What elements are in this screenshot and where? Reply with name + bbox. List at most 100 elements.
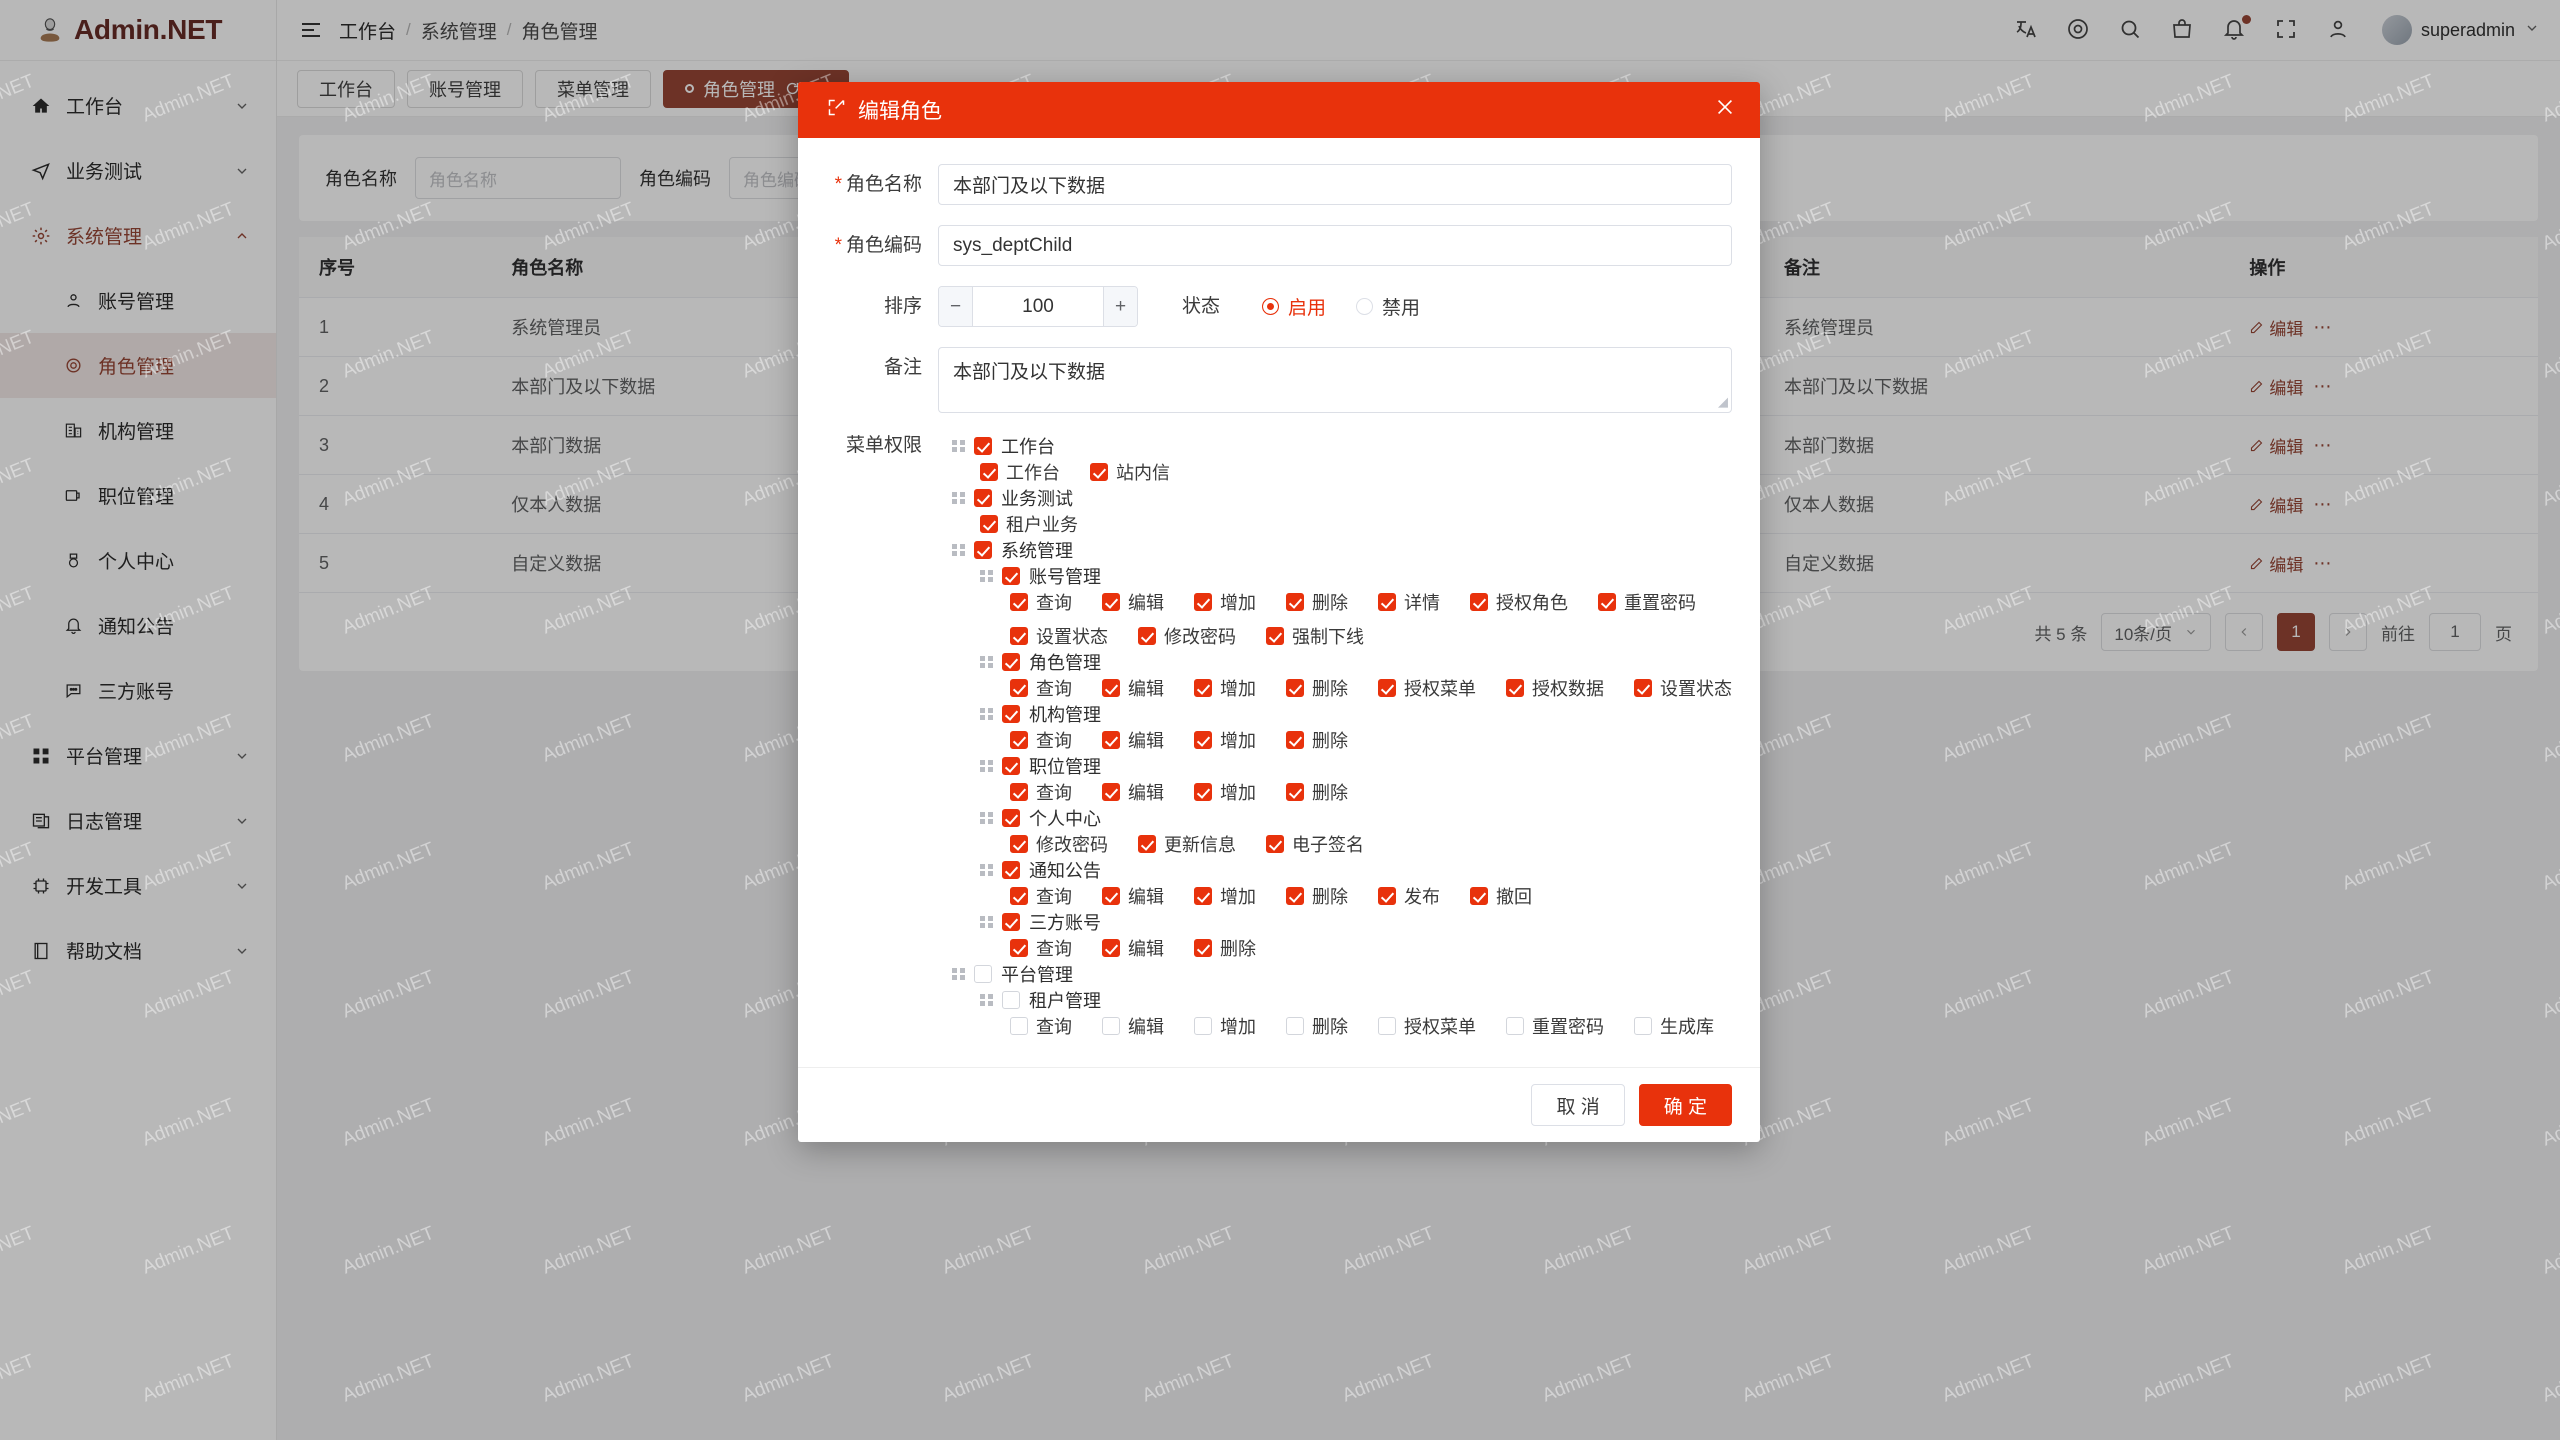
sidebar-item-personal-center[interactable]: 个人中心 [0,528,276,593]
permission-checkbox[interactable] [1102,1017,1120,1035]
permission-checkbox[interactable] [1010,939,1028,957]
user-icon[interactable] [2326,17,2352,43]
permission-leaf[interactable]: 授权菜单 [1378,675,1476,701]
more-actions-icon[interactable]: ⋯ [2313,434,2332,455]
permission-checkbox[interactable] [1090,463,1108,481]
role-code-input[interactable]: sys_deptChild [938,225,1732,266]
remark-textarea[interactable]: 本部门及以下数据 ◢ [938,347,1732,413]
permission-leaf[interactable]: 编辑 [1102,779,1164,805]
permission-checkbox[interactable] [1010,627,1028,645]
permission-checkbox[interactable] [1470,593,1488,611]
permission-leaf[interactable]: 更新信息 [1138,831,1236,857]
permission-leaf[interactable]: 站内信 [1090,459,1170,485]
permission-leaf[interactable]: 增加 [1194,589,1256,615]
permission-leaf[interactable]: 删除 [1194,935,1256,961]
prev-page-button[interactable] [2225,613,2263,651]
sort-value[interactable]: 100 [1022,295,1054,317]
tab-menu-management[interactable]: 菜单管理 [535,69,651,108]
permission-checkbox[interactable] [1378,1017,1396,1035]
permission-checkbox[interactable] [1002,705,1020,723]
drag-handle-icon[interactable] [952,967,965,981]
sidebar-item-notice[interactable]: 通知公告 [0,593,276,658]
permission-leaf[interactable]: 增加 [1194,883,1256,909]
confirm-button[interactable]: 确 定 [1638,1084,1732,1126]
permission-checkbox[interactable] [1010,1017,1028,1035]
jump-page-input[interactable]: 1 [2429,613,2481,651]
permission-leaf[interactable]: 重置密码 [1598,589,1696,615]
permission-checkbox[interactable] [1266,627,1284,645]
cancel-button[interactable]: 取 消 [1531,1084,1625,1126]
page-size-select[interactable]: 10条/页 [2101,613,2211,651]
permission-checkbox[interactable] [1286,783,1304,801]
brand-logo[interactable]: Admin.NET [0,0,276,61]
permission-checkbox[interactable] [1102,731,1120,749]
sidebar-item-platform-management[interactable]: 平台管理 [0,723,276,788]
resize-grip-icon[interactable]: ◢ [1718,394,1728,409]
permission-checkbox[interactable] [1010,783,1028,801]
permission-checkbox[interactable] [980,463,998,481]
permission-leaf[interactable]: 撤回 [1470,883,1532,909]
permission-checkbox[interactable] [1286,1017,1304,1035]
tab-workbench[interactable]: 工作台 [297,69,395,108]
permission-checkbox[interactable] [1138,835,1156,853]
status-option-enabled[interactable]: 启用 [1262,293,1326,320]
status-option-disabled[interactable]: 禁用 [1356,293,1420,320]
permission-checkbox[interactable] [1002,913,1020,931]
permission-leaf[interactable]: 增加 [1194,727,1256,753]
permission-checkbox[interactable] [1102,887,1120,905]
more-actions-icon[interactable]: ⋯ [2313,552,2332,573]
permission-checkbox[interactable] [1102,783,1120,801]
permission-leaf[interactable]: 生成库 [1634,1013,1714,1039]
more-actions-icon[interactable]: ⋯ [2313,316,2332,337]
permission-leaf[interactable]: 增加 [1194,675,1256,701]
drag-handle-icon[interactable] [980,655,993,669]
permission-checkbox[interactable] [1102,593,1120,611]
drag-handle-icon[interactable] [980,993,993,1007]
permission-leaf[interactable]: 详情 [1378,589,1440,615]
permission-leaf[interactable]: 编辑 [1102,589,1164,615]
permission-leaf[interactable]: 查询 [1010,1013,1072,1039]
permission-leaf[interactable]: 删除 [1286,675,1348,701]
sidebar-item-org-management[interactable]: 机构管理 [0,398,276,463]
sidebar-item-role-management[interactable]: 角色管理 [0,333,276,398]
permission-checkbox[interactable] [1010,679,1028,697]
permission-checkbox[interactable] [1506,1017,1524,1035]
permission-checkbox[interactable] [1002,567,1020,585]
permission-leaf[interactable]: 设置状态 [1010,623,1108,649]
sidebar-item-workbench[interactable]: 工作台 [0,73,276,138]
permission-leaf[interactable]: 查询 [1010,675,1072,701]
permission-checkbox[interactable] [1194,1017,1212,1035]
permission-checkbox[interactable] [1102,679,1120,697]
translate-icon[interactable] [2014,17,2040,43]
permission-checkbox[interactable] [1002,809,1020,827]
permission-checkbox[interactable] [1002,757,1020,775]
decrement-button[interactable]: − [939,287,973,326]
bell-icon[interactable] [2222,15,2251,43]
permission-checkbox[interactable] [1634,679,1652,697]
permission-checkbox[interactable] [974,541,992,559]
permission-checkbox[interactable] [1194,939,1212,957]
sidebar-item-help-docs[interactable]: 帮助文档 [0,918,276,983]
increment-button[interactable]: + [1103,287,1137,326]
drag-handle-icon[interactable] [980,915,993,929]
permission-checkbox[interactable] [1470,887,1488,905]
permission-leaf[interactable]: 查询 [1010,727,1072,753]
drag-handle-icon[interactable] [980,863,993,877]
permission-checkbox[interactable] [1194,593,1212,611]
close-icon[interactable] [1714,96,1736,124]
breadcrumb-item-1[interactable]: 系统管理 [420,21,497,43]
permission-checkbox[interactable] [1378,887,1396,905]
user-menu[interactable]: superadmin [2381,15,2540,45]
sidebar-item-dev-tools[interactable]: 开发工具 [0,853,276,918]
permission-checkbox[interactable] [1010,731,1028,749]
drag-handle-icon[interactable] [980,811,993,825]
sidebar-item-system-management[interactable]: 系统管理 [0,203,276,268]
drag-handle-icon[interactable] [952,491,965,505]
permission-leaf[interactable]: 编辑 [1102,1013,1164,1039]
permission-checkbox[interactable] [1286,679,1304,697]
permission-leaf[interactable]: 查询 [1010,935,1072,961]
permission-leaf[interactable]: 授权数据 [1506,675,1604,701]
breadcrumb-item-0[interactable]: 工作台 [339,21,397,43]
drag-handle-icon[interactable] [980,707,993,721]
permission-leaf[interactable]: 电子签名 [1266,831,1364,857]
